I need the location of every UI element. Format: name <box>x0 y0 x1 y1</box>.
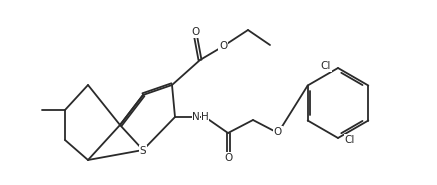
Text: S: S <box>140 146 146 156</box>
Text: H: H <box>201 112 209 122</box>
Text: N: N <box>192 112 200 122</box>
Text: O: O <box>191 27 199 37</box>
Text: O: O <box>224 153 232 163</box>
Text: Cl: Cl <box>321 61 331 71</box>
Text: O: O <box>219 41 227 51</box>
Text: Cl: Cl <box>345 135 355 145</box>
Text: O: O <box>274 127 282 137</box>
